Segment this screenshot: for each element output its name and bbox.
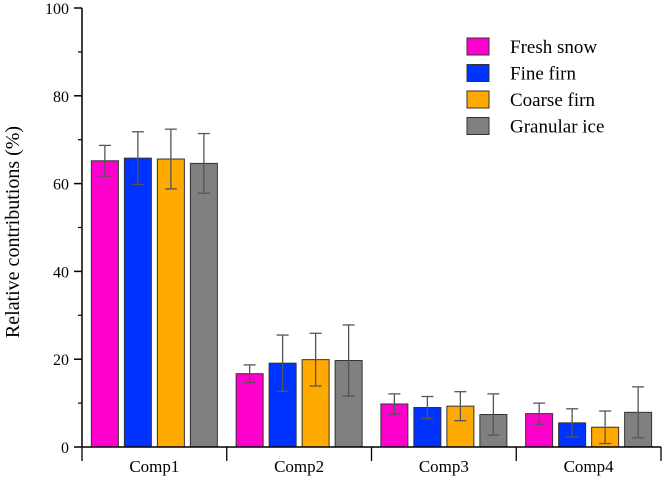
legend-label-granular-ice: Granular ice bbox=[510, 117, 604, 138]
y-tick-label-40: 40 bbox=[53, 264, 69, 281]
y-axis-title: Relative contributions (%) bbox=[2, 126, 24, 338]
bar-granular-ice-comp1 bbox=[189, 162, 218, 448]
bar-fresh-snow-comp2 bbox=[235, 373, 264, 448]
y-tick-label-60: 60 bbox=[53, 177, 69, 194]
y-tick-label-100: 100 bbox=[45, 1, 69, 18]
legend-swatch-granular-ice bbox=[466, 117, 490, 135]
x-category-label-comp2: Comp2 bbox=[274, 457, 324, 476]
legend: Fresh snow Fine firn Coarse firn Granular i… bbox=[466, 37, 604, 138]
plot-area bbox=[90, 128, 653, 448]
y-tick-label-0: 0 bbox=[61, 440, 69, 457]
bar-fresh-snow-comp1 bbox=[90, 160, 119, 448]
y-tick-label-20: 20 bbox=[53, 352, 69, 369]
legend-swatch-fresh-snow bbox=[466, 37, 490, 56]
y-tick-label-80: 80 bbox=[53, 89, 69, 106]
legend-label-fine-firn: Fine firn bbox=[510, 64, 576, 85]
x-category-label-comp3: Comp3 bbox=[419, 457, 469, 476]
bar-coarse-firn-comp1 bbox=[156, 158, 185, 448]
x-category-label-comp1: Comp1 bbox=[129, 457, 179, 476]
y-axis: 0 20 40 60 80 100 bbox=[45, 1, 83, 457]
legend-swatch-coarse-firn bbox=[466, 90, 490, 109]
legend-label-fresh-snow: Fresh snow bbox=[510, 37, 597, 58]
x-axis: Comp1 Comp2 Comp3 Comp4 bbox=[81, 446, 662, 476]
bar-fine-firn-comp1 bbox=[123, 157, 152, 448]
x-category-label-comp4: Comp4 bbox=[564, 457, 615, 476]
legend-label-coarse-firn: Coarse firn bbox=[510, 90, 595, 111]
legend-swatch-fine-firn bbox=[466, 64, 490, 82]
